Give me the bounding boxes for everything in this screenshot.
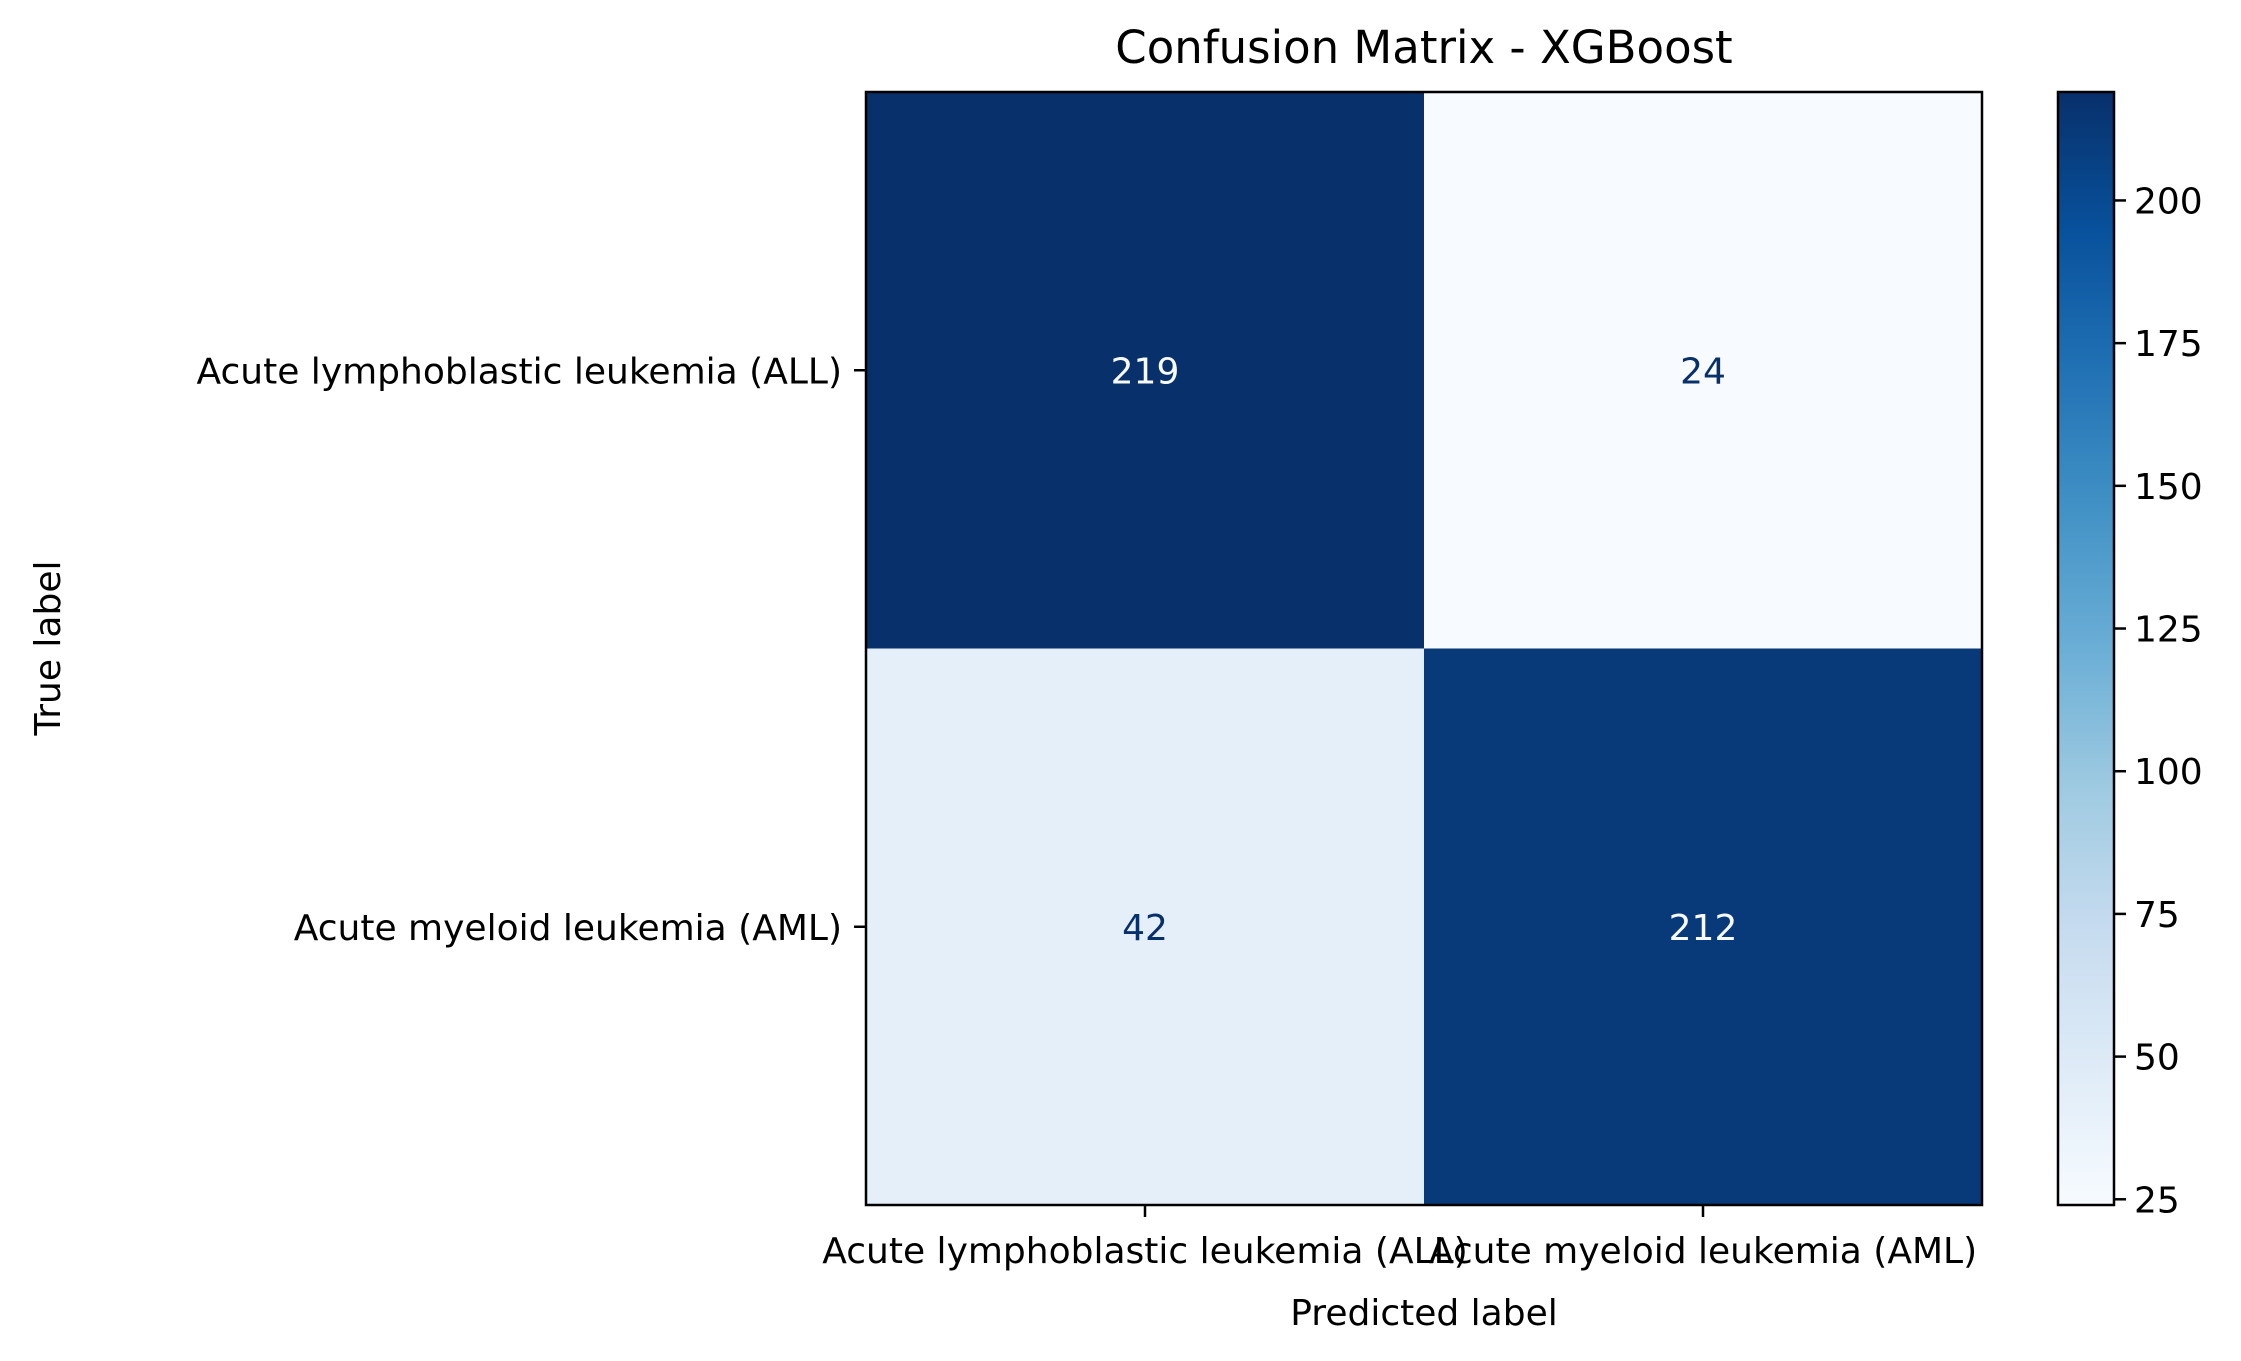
heatmap-cells (866, 92, 1983, 1206)
colorbar (2056, 90, 2116, 1207)
y-axis-ticks: Acute lymphoblastic leukemia (ALL) Acute … (197, 351, 866, 949)
colorbar-tick-label-3: 100 (2134, 752, 2203, 793)
cell-value-r1-c1: 212 (1669, 908, 1738, 949)
y-axis-label: True label (28, 561, 69, 737)
x-axis-ticks: Acute lymphoblastic leukemia (ALL)Acute … (822, 1205, 1977, 1272)
colorbar-tick-label-4: 125 (2134, 610, 2203, 651)
y-tick-label-0: Acute lymphoblastic leukemia (ALL) (197, 351, 843, 392)
colorbar-tick-label-7: 200 (2134, 181, 2203, 222)
cell-value-r0-c1: 24 (1680, 351, 1726, 392)
cell-value-r1-c0: 42 (1122, 908, 1168, 949)
heatmap-cell-r0-c0 (866, 92, 1425, 649)
colorbar-tick-label-6: 175 (2134, 324, 2203, 365)
heatmap-cell-r1-c0 (866, 648, 1425, 1206)
x-axis-label: Predicted label (1290, 1293, 1558, 1334)
colorbar-tick-label-1: 50 (2134, 1038, 2180, 1079)
heatmap-cell-r0-c1 (1424, 92, 1983, 649)
cell-value-r0-c0: 219 (1111, 351, 1180, 392)
heatmap-cell-labels: 219 24 42 212 (1111, 351, 1738, 949)
plot-frame (864, 90, 1984, 1207)
chart-title: Confusion Matrix - XGBoost (1115, 21, 1732, 74)
colorbar-ticks: 25 50 75 100 125 150 175 200 (2114, 181, 2203, 1221)
y-tick-label-1: Acute myeloid leukemia (AML) (294, 908, 842, 949)
x-tick-label-0: Acute lymphoblastic leukemia (ALL) (822, 1231, 1468, 1272)
colorbar-tick-label-2: 75 (2134, 895, 2180, 936)
x-tick-label-1: Acute myeloid leukemia (AML) (1429, 1231, 1977, 1272)
colorbar-tick-label-5: 150 (2134, 467, 2203, 508)
heatmap-cell-r1-c1 (1424, 648, 1983, 1206)
colorbar-tick-label-0: 25 (2134, 1180, 2180, 1221)
